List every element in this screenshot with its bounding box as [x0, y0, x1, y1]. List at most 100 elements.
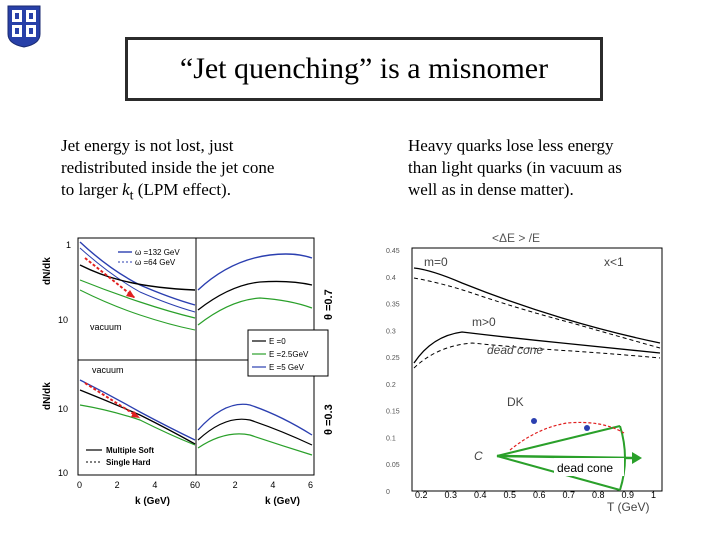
- left-text-line-2: redistributed inside the jet cone: [61, 158, 275, 177]
- right-text-block: Heavy quarks lose less energy than light…: [408, 135, 708, 201]
- dead-cone-upper: [496, 425, 621, 457]
- right-text-line-2: than light quarks (in vacuum as: [408, 158, 622, 177]
- curve-tr-black: [197, 280, 313, 311]
- label-m0: m=0: [424, 255, 448, 269]
- xticks-left: 0 2 4 6: [77, 480, 195, 490]
- legend-mid-2: E =2.5GeV: [269, 350, 309, 359]
- xtick-rp-8: 1: [651, 490, 656, 500]
- xtick-right-3: 6: [308, 480, 313, 490]
- frame-bottom-right: [195, 359, 315, 476]
- university-logo: [7, 5, 41, 48]
- xtick-rp-1: 0.3: [445, 490, 458, 500]
- xtick-left-0: 0: [77, 480, 82, 490]
- ylabel-top: dN/dk: [42, 257, 53, 285]
- curve-tr-green: [197, 297, 313, 326]
- xtick-right-1: 2: [233, 480, 238, 490]
- right-text-line-1: Heavy quarks lose less energy: [408, 136, 614, 155]
- curve-tl-green-1: [79, 279, 196, 319]
- curve-bl-black: [79, 389, 196, 445]
- dead-cone-arc: [619, 425, 626, 491]
- curve-tl-green-2: [79, 289, 196, 331]
- ytick-rp-1: 0.4: [386, 275, 396, 282]
- xticks-right: 0 2 4 6: [195, 480, 313, 490]
- xtick-rp-6: 0.8: [592, 490, 605, 500]
- xtick-rp-7: 0.9: [622, 490, 635, 500]
- dead-cone-axis-head: [632, 452, 642, 464]
- left-text-k-sub: t: [129, 187, 134, 204]
- ytick-rp-2: 0.35: [386, 302, 400, 309]
- xtick-rp-3: 0.5: [504, 490, 517, 500]
- title-box: “Jet quenching” is a misnomer: [125, 37, 603, 101]
- ytick-bot-2: 10: [58, 468, 68, 478]
- curve-bl-green: [79, 404, 196, 446]
- yticks-right: 0.45 0.4 0.35 0.3 0.25 0.2 0.15 0.1 0.05 0: [386, 248, 400, 496]
- ytick-top-2: 10: [58, 315, 68, 325]
- ylabel-bottom: dN/dk: [42, 382, 53, 410]
- ytick-rp-8: 0.05: [386, 462, 400, 469]
- xtick-left-2: 4: [152, 480, 157, 490]
- label-dead-cone: dead cone: [557, 461, 613, 475]
- left-text-line-3-pre: to larger: [61, 180, 123, 199]
- legend-top-1: ω =132 GeV: [135, 248, 180, 257]
- theta-top-label: θ =0.7: [323, 289, 335, 320]
- right-plot: <ΔE > /E 0.45 0.4 0.35 0.3 0.25 0.2 0.15 0.1 0.0…: [386, 231, 663, 514]
- xtick-left-3: 6: [190, 480, 195, 490]
- label-dk: DK: [507, 395, 524, 409]
- red-arrow-bottom: [84, 382, 141, 419]
- legend-mid-box: [247, 329, 329, 377]
- curve-m0: [413, 267, 661, 344]
- quark-dot-2: [584, 425, 590, 431]
- dead-cone-axis: [496, 454, 633, 460]
- label-mgt0: m>0: [472, 315, 496, 329]
- ytick-rp-3: 0.3: [386, 328, 396, 335]
- curve-br-black: [197, 418, 313, 446]
- slide-title: “Jet quenching” is a misnomer: [179, 52, 549, 85]
- curve-tl-black: [79, 264, 196, 291]
- ytick-rp-6: 0.15: [386, 409, 400, 416]
- label-c: C: [474, 449, 483, 463]
- quark-dot-1: [531, 418, 537, 424]
- legend-bot-1: Multiple Soft: [106, 446, 154, 455]
- curve-tl-blue-2: [79, 247, 196, 313]
- xtick-rp-5: 0.7: [563, 490, 576, 500]
- label-dead-cone-curve: dead cone: [487, 343, 543, 357]
- xtick-right-0: 0: [195, 480, 200, 490]
- legend-bot-2: Single Hard: [106, 458, 151, 467]
- left-text-line-3: to larger kt (LPM effect).: [61, 179, 361, 206]
- theta-bottom-label: θ =0.3: [323, 404, 335, 435]
- xtick-rp-2: 0.4: [474, 490, 487, 500]
- left-text-block: Jet energy is not lost, just redistribut…: [61, 135, 361, 206]
- curve-dead-cone: [413, 342, 661, 369]
- legend-top-2: ω =64 GeV: [135, 258, 176, 267]
- left-plot: dN/dk dN/dk 1 10 10 10 θ =0.7 θ =0.3 ω =…: [42, 237, 335, 507]
- vacuum-bottom-label: vacuum: [92, 365, 124, 375]
- ytick-rp-4: 0.25: [386, 355, 400, 362]
- red-arrow-bottom-head: [131, 411, 140, 418]
- right-xlabel: T (GeV): [607, 500, 649, 514]
- right-plot-frame: [411, 247, 663, 492]
- legend-mid-1: E =0: [269, 337, 286, 346]
- curve-x-lt-1: [413, 277, 661, 349]
- left-text-line-3-post: (LPM effect).: [133, 180, 231, 199]
- xtick-rp-4: 0.6: [533, 490, 546, 500]
- dead-cone-label-bg: [554, 458, 624, 476]
- curve-mgt0: [413, 331, 661, 364]
- ytick-bot-1: 10: [58, 404, 68, 414]
- xlabel-left: k (GeV): [135, 496, 170, 507]
- right-text-line-3: well as in dense matter).: [408, 180, 574, 199]
- ytick-rp-7: 0.1: [386, 435, 396, 442]
- xtick-left-1: 2: [115, 480, 120, 490]
- curve-tr-blue: [197, 253, 313, 291]
- xlabel-right: k (GeV): [265, 496, 300, 507]
- left-text-line-1: Jet energy is not lost, just: [61, 136, 234, 155]
- right-ylabel: <ΔE > /E: [492, 231, 540, 245]
- curve-br-green: [197, 433, 313, 456]
- legend-mid-3: E =5 GeV: [269, 363, 305, 372]
- ytick-rp-5: 0.2: [386, 382, 396, 389]
- vacuum-top-label: vacuum: [90, 322, 122, 332]
- ytick-top-1: 1: [66, 240, 71, 250]
- curve-br-blue: [197, 403, 313, 436]
- curve-bl-blue: [79, 379, 196, 441]
- red-arrow-top-head: [126, 290, 135, 298]
- xtick-rp-0: 0.2: [415, 490, 428, 500]
